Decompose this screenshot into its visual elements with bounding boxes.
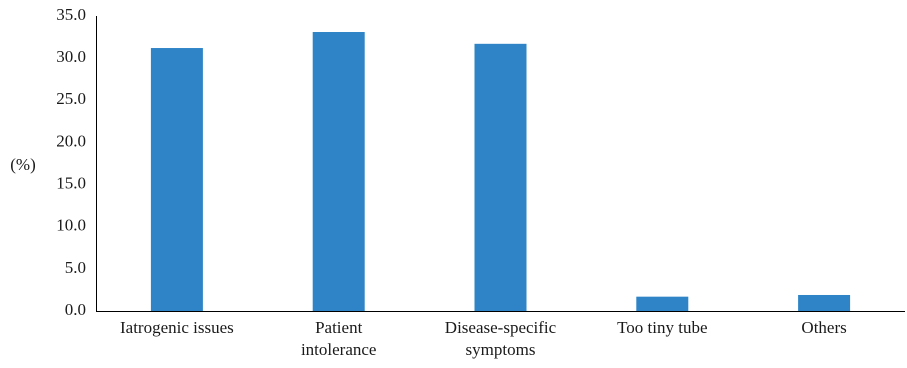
y-tick-label: 15.0 xyxy=(56,173,86,192)
bar xyxy=(474,43,527,312)
y-tick-label: 30.0 xyxy=(56,47,86,66)
y-tick-label: 25.0 xyxy=(56,89,86,108)
bar xyxy=(636,296,689,311)
bars xyxy=(150,32,851,312)
y-axis-tick-labels: 0.0 5.0 10.0 15.0 20.0 25.0 30.0 35.0 xyxy=(56,5,86,319)
x-category-label: Too tiny tube xyxy=(617,318,707,337)
x-category-label: Disease-specific symptoms xyxy=(445,318,557,359)
x-category-label: Others xyxy=(801,318,846,337)
y-tick-label: 5.0 xyxy=(65,258,86,277)
y-axis-label: (%) xyxy=(10,155,35,174)
y-tick-label: 0.0 xyxy=(65,300,86,319)
axes xyxy=(96,16,905,312)
x-category-label: Patient intolerance xyxy=(301,318,377,359)
bar xyxy=(312,32,365,312)
bar xyxy=(150,48,203,312)
x-axis-category-labels: Iatrogenic issues Patient intolerance Disea… xyxy=(120,318,847,359)
bar xyxy=(798,294,851,311)
y-tick-label: 35.0 xyxy=(56,5,86,24)
y-tick-label: 20.0 xyxy=(56,131,86,150)
x-category-label: Iatrogenic issues xyxy=(120,318,234,337)
y-tick-label: 10.0 xyxy=(56,216,86,235)
